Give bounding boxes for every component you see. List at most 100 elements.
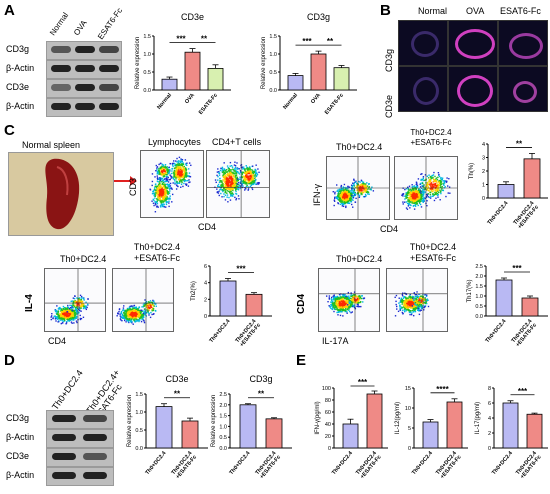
y-tick-label: 0.5	[219, 435, 227, 441]
b-img-ova-cd3e	[448, 66, 498, 112]
b-img-ova-cd3g	[448, 20, 498, 66]
flow-density-plot	[113, 269, 173, 331]
c-gate-title-cd4: CD4+T cells	[212, 137, 262, 147]
sig-label-0: ***	[512, 264, 522, 273]
c-th1-ylabel: IFN-γ	[312, 184, 322, 206]
sig-label-0: **	[174, 390, 181, 399]
bar-0	[495, 279, 513, 317]
y-axis-label: IFN-γ(pg/ml)	[315, 401, 321, 434]
d-row-cd3g: CD3g	[6, 413, 30, 423]
c-th1-title-2: Th0+DC2.4 +ESAT6-Fc	[410, 128, 452, 147]
y-tick-label: 15	[405, 386, 411, 392]
flow-density-plot	[387, 269, 447, 331]
y-tick-label: 1.5	[269, 34, 277, 40]
sig-label-0: **	[516, 139, 523, 148]
bar-2	[207, 68, 224, 91]
chart-title: CD3e	[181, 12, 204, 22]
category-label-1: Th0+DC2.4+ESAT6-Fc	[170, 450, 198, 480]
category-label-0: Th0+DC2.4	[487, 200, 511, 226]
category-label-0: Normal	[282, 92, 299, 111]
category-label-1: Th0+DC2.4+ESAT6-Fc	[515, 450, 543, 480]
y-tick-label: 2	[204, 297, 207, 303]
c-flow-cd4t	[206, 150, 270, 218]
bar-0	[239, 404, 257, 449]
c-spleen-label: Normal spleen	[22, 140, 81, 150]
c-spleen-photo	[8, 152, 114, 236]
bar-1	[265, 418, 283, 449]
c-flow-th2-a	[44, 268, 106, 332]
y-tick-label: 0.0	[475, 314, 483, 320]
y-tick-label: 0	[204, 314, 207, 320]
y-tick-label: 1.0	[135, 410, 143, 416]
c-th1-xlabel: CD4	[380, 224, 399, 234]
d-blot-actin1	[46, 429, 114, 448]
category-label-0: Th0+DC2.4	[485, 318, 509, 344]
a-lane-ova: OVA	[72, 18, 89, 38]
y-axis-label: Relative expression	[135, 37, 141, 89]
y-tick-label: 0	[328, 446, 331, 452]
y-tick-label: 4	[482, 142, 485, 148]
y-tick-label: 1.0	[475, 294, 483, 300]
d-row-actin1: β-Actin	[6, 432, 35, 442]
flow-density-plot	[207, 151, 269, 217]
y-axis-label: Relative expression	[261, 37, 267, 89]
panel-label-a: A	[4, 2, 15, 19]
y-tick-label: 0.0	[135, 446, 143, 452]
y-tick-label: 80	[325, 398, 331, 404]
y-axis-label: IL-12(pg/ml)	[395, 402, 401, 434]
category-label-1: OVA	[184, 92, 196, 105]
c-th17-title-2: Th0+DC2.4 +ESAT6-Fc	[409, 242, 457, 263]
category-label-0: Th0+DC2.4	[209, 318, 233, 344]
bar-1	[521, 297, 539, 317]
category-label-0: Th0+DC2.4	[491, 450, 515, 476]
y-tick-label: 3	[482, 156, 485, 162]
y-tick-label: 0.5	[269, 70, 277, 76]
sig-label-0: **	[258, 390, 265, 399]
y-tick-label: 8	[488, 386, 491, 392]
bar-1	[366, 393, 383, 449]
c-flow-lymphocytes	[140, 150, 204, 218]
y-tick-label: 0	[482, 196, 485, 202]
category-label-2: ESAT6-Fc	[324, 92, 345, 115]
y-tick-label: 4	[488, 416, 491, 422]
y-axis-label: Th2(%)	[191, 281, 197, 301]
b-row-cd3g: CD3g	[384, 48, 394, 72]
y-tick-label: 100	[322, 386, 331, 392]
e-chart-ifng: 0 20 40 60 80 100 IFN-γ(pg/ml) Th0+DC2.4 Th0+DC2…	[315, 378, 388, 480]
c-gate-title-lymph: Lymphocytes	[148, 137, 201, 147]
b-img-normal-cd3g	[398, 20, 448, 66]
a-row-actin2: β-Actin	[6, 101, 35, 111]
flow-density-plot	[149, 156, 192, 213]
y-tick-label: 0.0	[269, 88, 277, 94]
bar-1	[184, 51, 201, 91]
b-col-ova: OVA	[466, 6, 485, 16]
category-label-1: OVA	[310, 92, 322, 105]
e-chart-il17: 0 2 4 6 8 IL-17(pg/ml) Th0+DC2.4 Th0+DC2.4+ESAT…	[475, 386, 548, 480]
y-tick-label: 60	[325, 410, 331, 416]
category-label-0: Th0+DC2.4	[411, 450, 435, 476]
c-th17-title-1: Th0+DC2.4	[336, 254, 383, 264]
chart-title: CD3g	[307, 12, 330, 22]
y-tick-label: 0.5	[135, 428, 143, 434]
d-lane-1: Th0+DC2.4	[50, 368, 85, 412]
sig-label-0: ****	[436, 385, 449, 394]
panel-label-b: B	[380, 2, 391, 19]
y-tick-label: 1.0	[219, 424, 227, 430]
y-tick-label: 0.5	[143, 70, 151, 76]
c-arrow-icon	[114, 176, 137, 186]
a-row-actin1: β-Actin	[6, 63, 35, 73]
y-tick-label: 2	[482, 169, 485, 175]
a-lane-esat6: ESAT6-Fc	[96, 6, 125, 42]
d-row-cd3e: CD3e	[6, 451, 30, 461]
y-tick-label: 2.0	[475, 274, 483, 280]
chart-title: CD3g	[249, 374, 272, 384]
y-tick-label: 2	[488, 431, 491, 437]
category-label-1: Th0+DC2.4+ESAT6-Fc	[510, 318, 538, 348]
c-th2-title-1: Th0+DC2.4	[60, 254, 107, 264]
bar-1	[523, 158, 541, 199]
y-tick-label: 1.5	[475, 284, 483, 290]
flow-density-plot	[45, 269, 105, 331]
flow-density-plot	[395, 157, 457, 219]
